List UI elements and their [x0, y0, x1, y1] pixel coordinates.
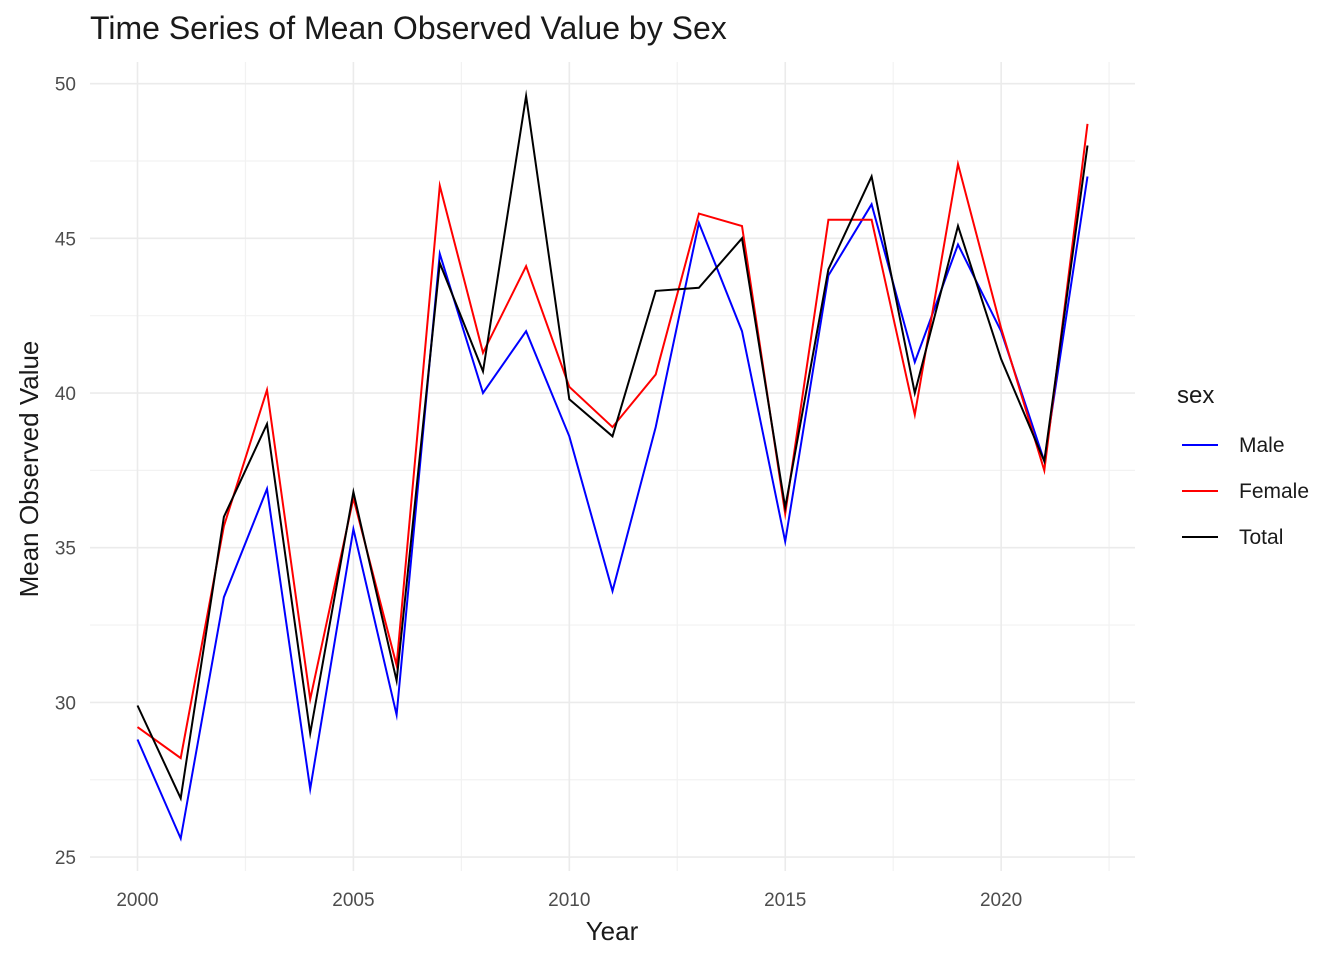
x-tick-label: 2015 [764, 890, 806, 911]
legend-label-male: Male [1239, 434, 1285, 457]
series-line-male [136, 176, 1089, 842]
y-axis-title: Mean Observed Value [14, 341, 44, 598]
legend-label-total: Total [1239, 526, 1283, 549]
x-tick-label: 2005 [332, 890, 374, 911]
axis-ticks: 2000 2005 2010 2015 2020 25 30 35 40 45 50 [55, 75, 1022, 911]
legend-label-female: Female [1239, 480, 1309, 503]
x-axis-title: Year [586, 916, 639, 946]
y-tick-label: 40 [55, 384, 76, 405]
series-line-female [136, 123, 1089, 760]
y-tick-label: 30 [55, 693, 76, 714]
y-tick-label: 45 [55, 229, 76, 250]
legend-title: sex [1177, 382, 1214, 409]
series-line-total [136, 89, 1089, 802]
y-tick-label: 25 [55, 848, 76, 869]
chart-title: Time Series of Mean Observed Value by Se… [90, 10, 727, 46]
y-tick-label: 50 [55, 75, 76, 96]
x-tick-label: 2000 [116, 890, 158, 911]
y-tick-label: 35 [55, 539, 76, 560]
x-tick-label: 2010 [548, 890, 590, 911]
x-tick-label: 2020 [980, 890, 1022, 911]
legend: sex Male Female Total [1177, 382, 1309, 549]
grid [90, 62, 1135, 871]
series-lines [136, 89, 1089, 842]
